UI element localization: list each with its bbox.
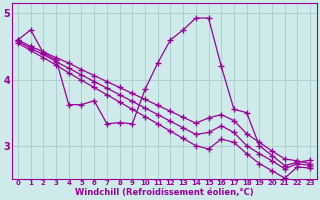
X-axis label: Windchill (Refroidissement éolien,°C): Windchill (Refroidissement éolien,°C) bbox=[75, 188, 253, 197]
